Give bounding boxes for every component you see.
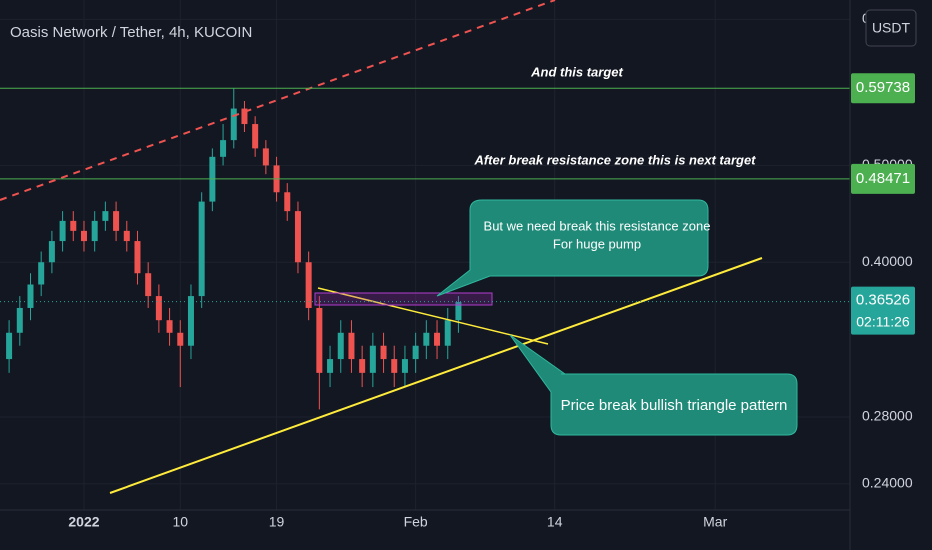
x-tick-label: 2022 bbox=[68, 514, 99, 530]
candle-body bbox=[359, 359, 366, 373]
countdown: 02:11:26 bbox=[856, 313, 910, 329]
y-tick-label: 0.24000 bbox=[862, 475, 913, 491]
candle-body bbox=[27, 284, 34, 308]
candles bbox=[6, 88, 462, 410]
candle-body bbox=[102, 211, 109, 221]
candle-body bbox=[434, 332, 441, 346]
candle-body bbox=[401, 359, 408, 373]
y-tick-label: 0.40000 bbox=[862, 253, 913, 269]
candle-body bbox=[348, 332, 355, 360]
callout-text: For huge pump bbox=[553, 236, 641, 251]
candle-body bbox=[294, 211, 301, 263]
annotation: After break resistance zone this is next… bbox=[473, 152, 756, 167]
price-labels: 0.59738 0.48471 0.36526 02:11:26 bbox=[851, 73, 915, 335]
candle-body bbox=[444, 320, 451, 346]
candle-body bbox=[80, 230, 87, 242]
annotation: And this target bbox=[530, 64, 623, 79]
candle-body bbox=[316, 307, 323, 373]
y-tick-label: 0.28000 bbox=[862, 408, 913, 424]
trend-line bbox=[109, 257, 763, 494]
candle-body bbox=[134, 241, 141, 274]
current-price-label: 0.36526 bbox=[856, 292, 910, 309]
candle-body bbox=[284, 192, 291, 212]
candle-body bbox=[423, 332, 430, 346]
candle-body bbox=[380, 345, 387, 360]
candle-body bbox=[327, 359, 334, 373]
candle-body bbox=[455, 301, 462, 321]
callout-text: Price break bullish triangle pattern bbox=[561, 397, 788, 414]
candle-body bbox=[220, 140, 227, 157]
resistance-zone bbox=[314, 292, 493, 306]
candle-body bbox=[369, 345, 376, 373]
candle-body bbox=[262, 148, 269, 166]
x-tick-label: Feb bbox=[404, 514, 428, 530]
candle-body bbox=[38, 262, 45, 285]
candle-body bbox=[198, 201, 205, 297]
callout bbox=[436, 199, 709, 297]
level-box bbox=[851, 73, 915, 104]
candle-body bbox=[166, 320, 173, 333]
candle-body bbox=[48, 241, 55, 263]
trend-line bbox=[317, 287, 549, 345]
candle-body bbox=[391, 359, 398, 373]
candle-body bbox=[155, 296, 162, 321]
candle-body bbox=[16, 307, 23, 333]
candle-body bbox=[305, 262, 312, 308]
level-label: 0.59738 bbox=[856, 79, 910, 96]
x-tick-label: 14 bbox=[547, 514, 563, 530]
candle-body bbox=[59, 220, 66, 242]
candle-body bbox=[113, 211, 120, 231]
current-price-box bbox=[851, 286, 915, 335]
candle-body bbox=[230, 108, 237, 141]
candle-body bbox=[412, 345, 419, 360]
levels bbox=[0, 87, 850, 303]
candle-body bbox=[123, 230, 130, 242]
x-tick-label: 10 bbox=[172, 514, 188, 530]
candle-body bbox=[145, 273, 152, 297]
currency-box[interactable] bbox=[865, 9, 917, 47]
candle-body bbox=[70, 220, 77, 231]
chart-title: Oasis Network / Tether, 4h, KUCOIN bbox=[10, 24, 252, 41]
callout bbox=[509, 334, 798, 436]
x-tick-label: Mar bbox=[703, 514, 727, 530]
level-label: 0.48471 bbox=[856, 170, 910, 187]
candle-body bbox=[252, 124, 259, 149]
x-axis: 2022 10 19 Feb 14 Mar bbox=[68, 514, 727, 530]
level-box bbox=[851, 163, 915, 194]
candle-body bbox=[241, 108, 248, 125]
callout-text: But we need break this resistance zone bbox=[484, 218, 711, 233]
candle-body bbox=[337, 332, 344, 360]
candle-body bbox=[187, 296, 194, 346]
x-tick-label: 19 bbox=[269, 514, 285, 530]
currency[interactable]: USDT bbox=[872, 20, 911, 36]
candle-body bbox=[6, 332, 13, 360]
candle-body bbox=[177, 332, 184, 346]
candle-body bbox=[91, 220, 98, 242]
